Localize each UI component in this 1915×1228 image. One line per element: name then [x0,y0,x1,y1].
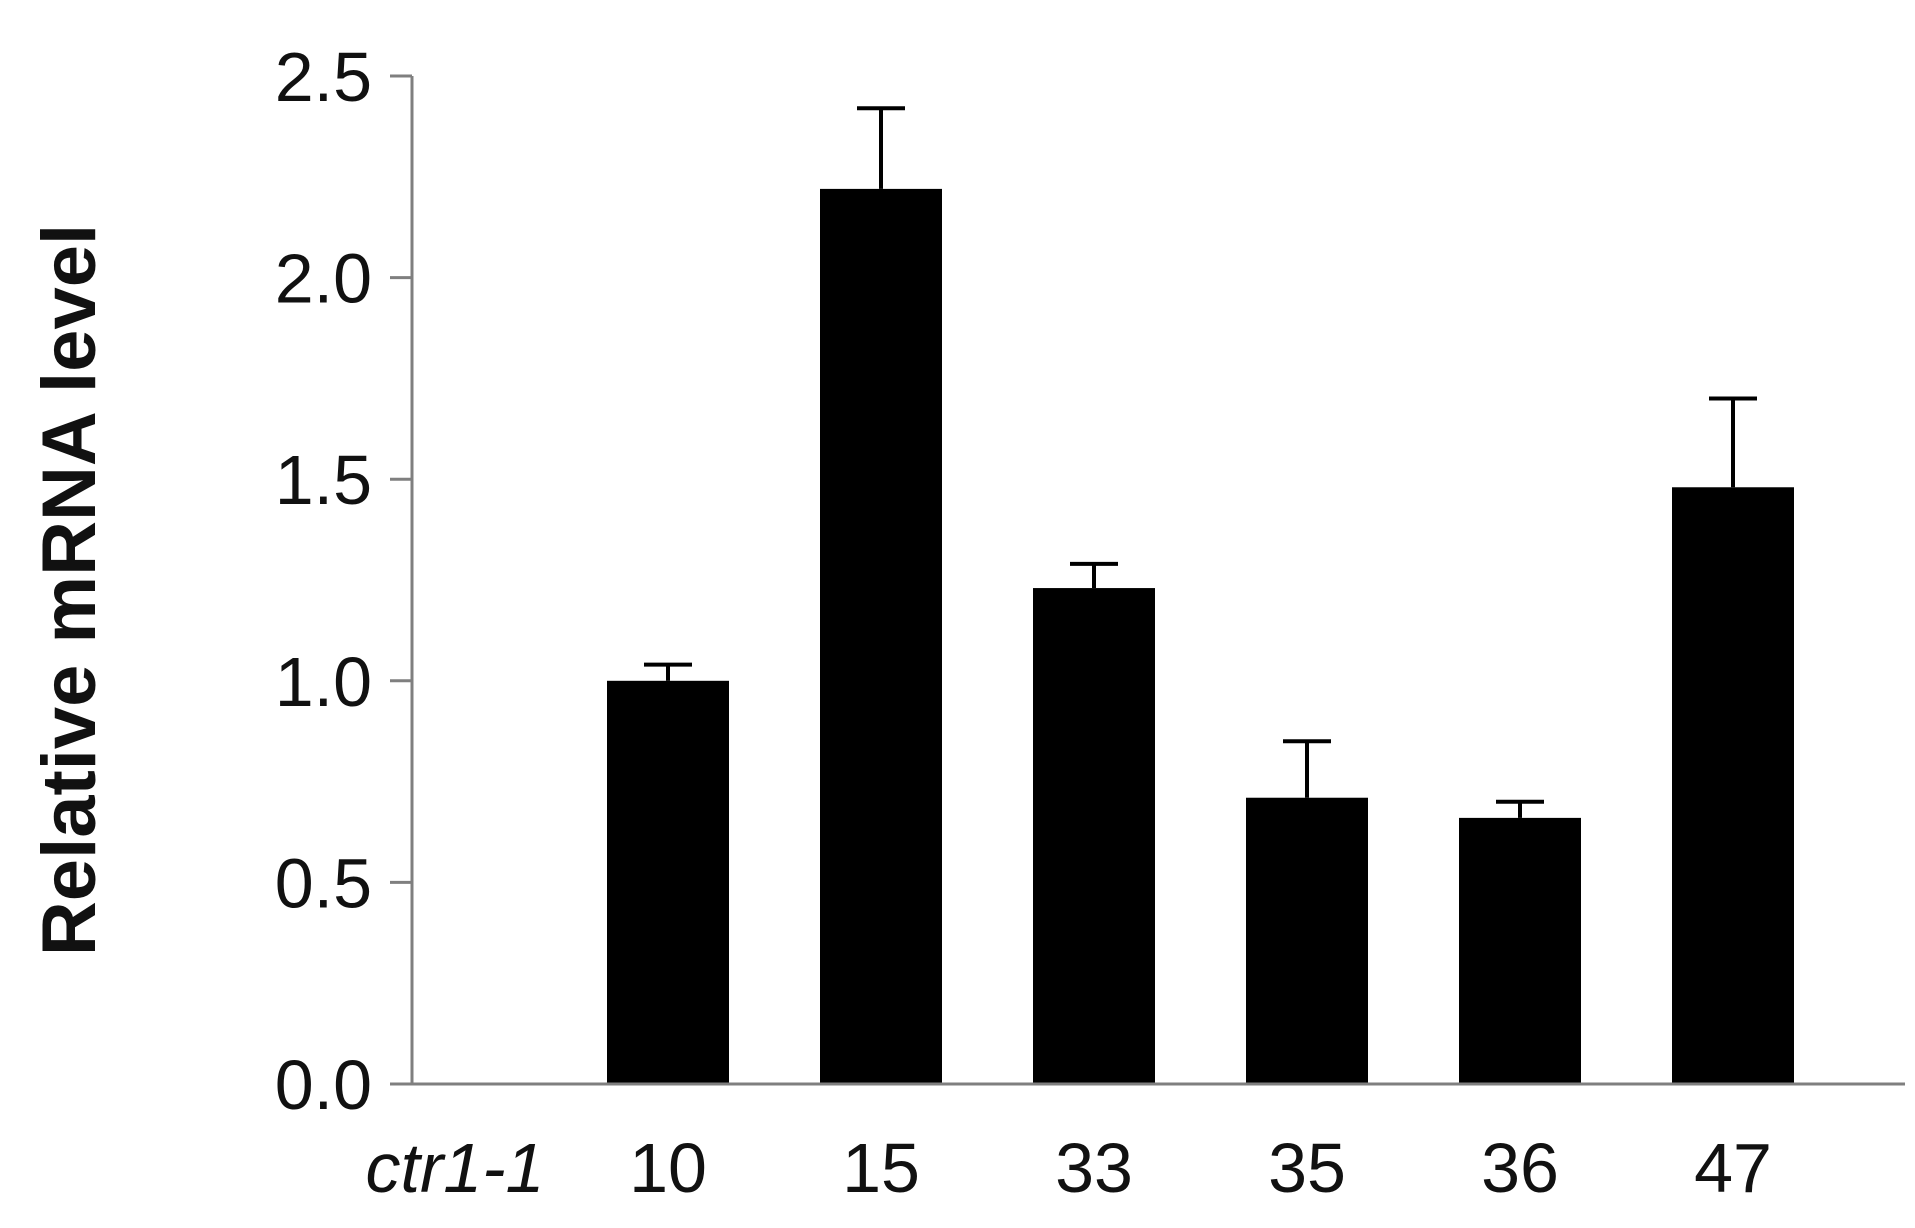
bar-36 [1459,817,1581,1084]
x-tick-label: 33 [1055,1129,1133,1207]
error-bar-15 [857,106,905,189]
y-tick-label: 1.5 [275,441,372,519]
error-bar-10 [644,662,692,681]
y-tick-label: 0.0 [275,1046,372,1124]
bar-10 [607,680,729,1084]
error-bars [644,106,1757,818]
x-tick-label: 10 [629,1129,707,1207]
bar-15 [820,188,942,1084]
x-tick-label: ctr1-1 [366,1129,545,1207]
x-axis-labels: ctr1-1 10 15 33 35 36 47 [366,1129,1772,1207]
x-tick-label: 15 [842,1129,920,1207]
error-bar-36 [1496,799,1544,818]
axes [390,76,1905,1086]
x-tick-label: 35 [1268,1129,1346,1207]
bar-47 [1672,487,1794,1084]
x-tick-label: 36 [1481,1129,1559,1207]
y-tick-label: 2.0 [275,240,372,318]
x-tick-label: 47 [1694,1129,1772,1207]
y-tick-label: 0.5 [275,844,372,922]
error-bar-47 [1709,396,1757,488]
bar-35 [1246,797,1368,1084]
y-axis-ticks: 0.0 0.5 1.0 1.5 2.0 2.5 [275,38,412,1124]
y-tick-label: 2.5 [275,38,372,116]
y-axis-title: Relative mRNA level [27,224,112,956]
error-bar-35 [1283,739,1331,798]
bars [607,188,1794,1084]
bar-33 [1033,588,1155,1084]
y-tick-label: 1.0 [275,643,372,721]
error-bar-33 [1070,561,1118,589]
